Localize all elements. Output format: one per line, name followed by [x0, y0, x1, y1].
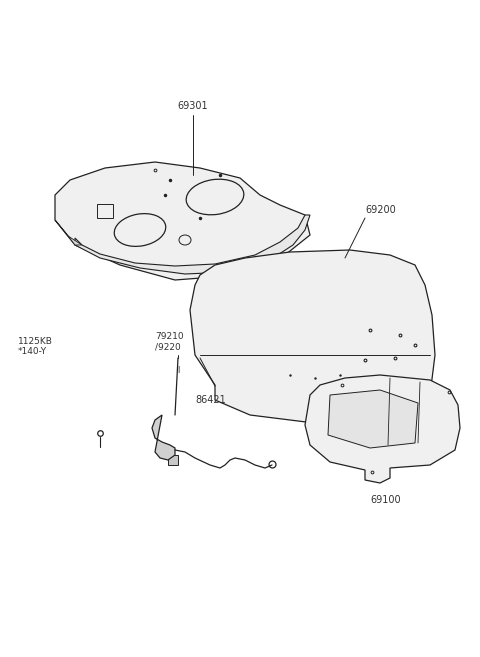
Polygon shape — [152, 415, 175, 460]
Polygon shape — [328, 390, 418, 448]
Polygon shape — [305, 375, 460, 483]
Polygon shape — [190, 250, 435, 425]
Ellipse shape — [114, 214, 166, 246]
Polygon shape — [55, 162, 310, 280]
Text: 69301: 69301 — [178, 101, 208, 111]
Polygon shape — [97, 204, 113, 218]
Ellipse shape — [186, 179, 244, 215]
Polygon shape — [55, 220, 82, 245]
Text: 69200: 69200 — [365, 205, 396, 215]
Text: 79210
/9220: 79210 /9220 — [155, 332, 184, 351]
Ellipse shape — [179, 235, 191, 245]
Text: l: l — [177, 366, 179, 375]
Text: 1125KB
*140-Y: 1125KB *140-Y — [18, 337, 53, 356]
Polygon shape — [75, 215, 310, 274]
Polygon shape — [168, 455, 178, 465]
Text: 86421: 86421 — [195, 395, 226, 405]
Text: 69100: 69100 — [370, 495, 401, 505]
